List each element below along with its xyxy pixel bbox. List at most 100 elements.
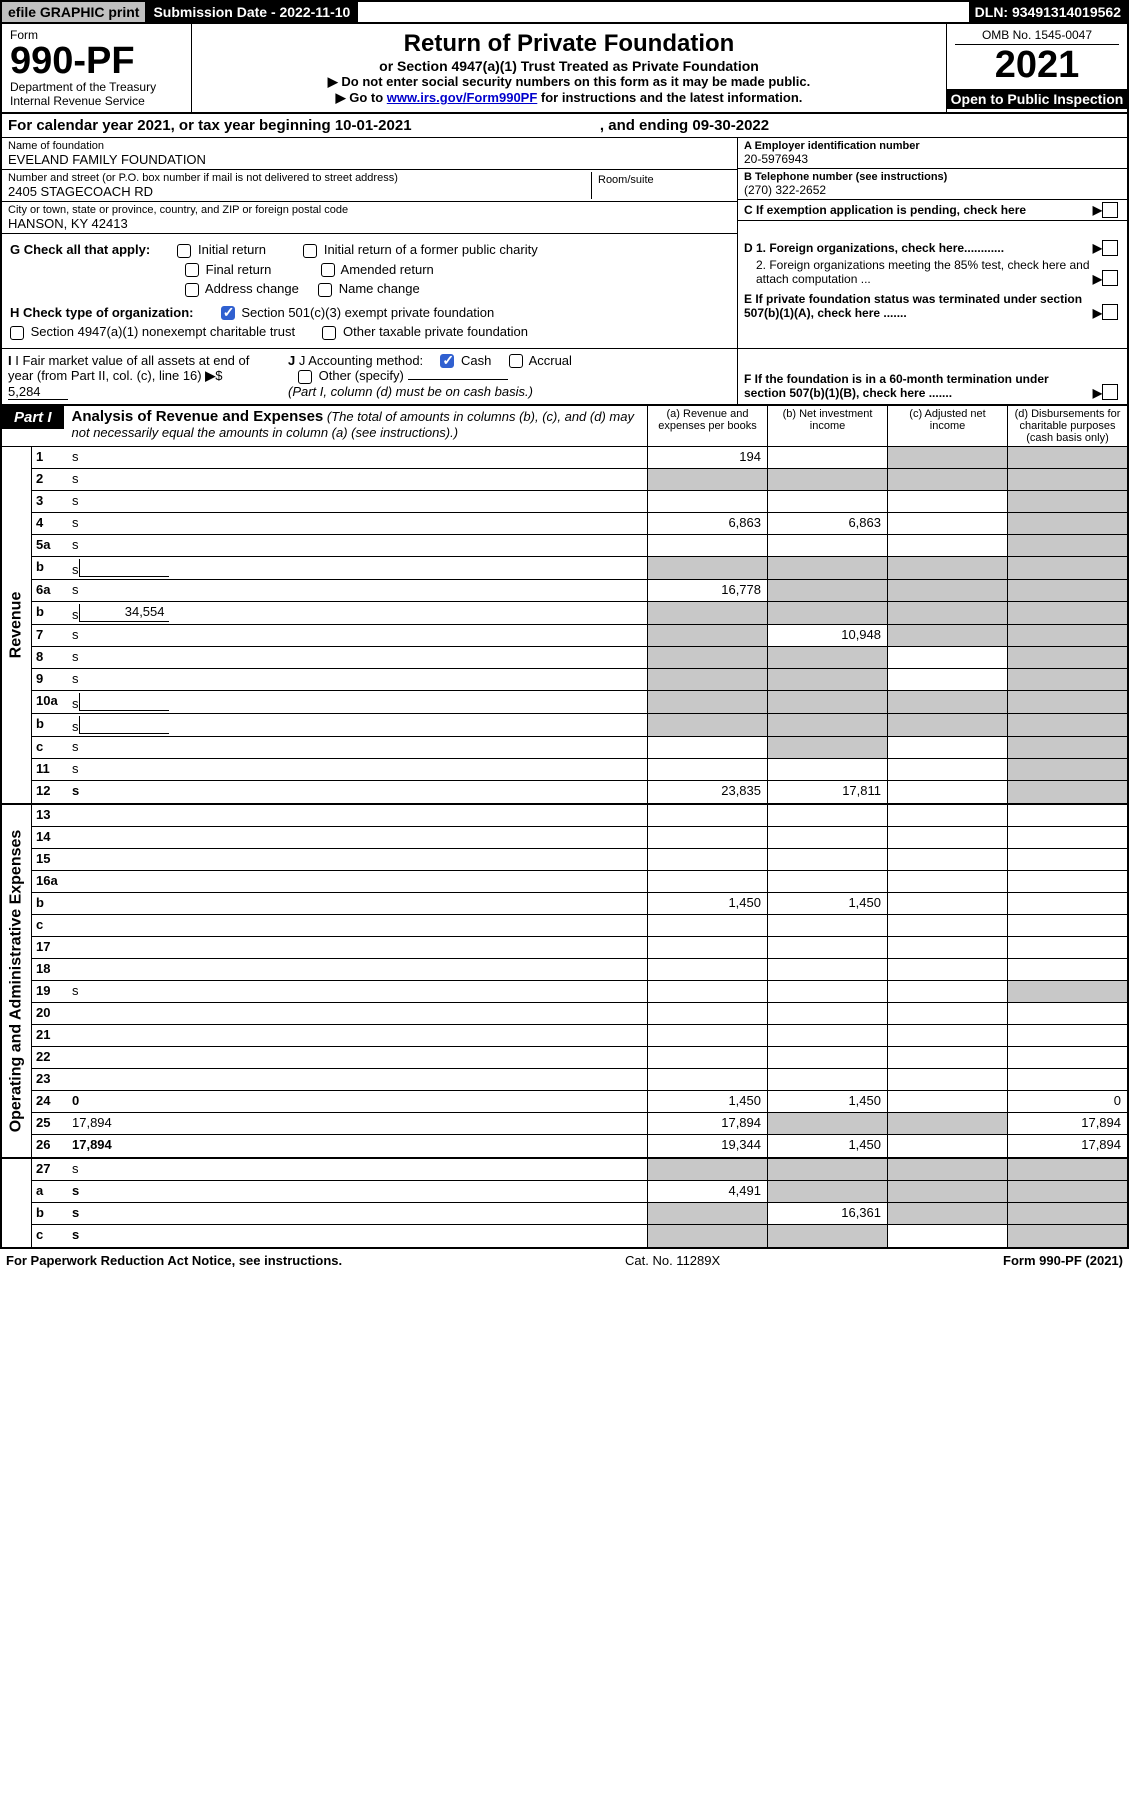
amount-cell [1007,1025,1127,1046]
amount-cell [1007,1181,1127,1202]
amount-cell: 17,894 [647,1113,767,1134]
other-method-checkbox[interactable] [298,370,312,384]
amount-cell: 0 [1007,1091,1127,1112]
table-row: 12s23,83517,811 [32,781,1127,803]
amount-cell [887,849,1007,870]
expenses-section: Operating and Administrative Expenses 13… [0,805,1129,1159]
amount-cell [647,981,767,1002]
amount-cell [767,714,887,736]
line-description: 17,894 [68,1135,647,1157]
tax-year: 2021 [955,45,1119,87]
line-description: s [68,535,647,556]
table-row: 11s [32,759,1127,781]
ein-value: 20-5976943 [744,152,1121,166]
amount-cell [767,535,887,556]
paperwork-notice: For Paperwork Reduction Act Notice, see … [6,1253,342,1268]
amount-cell [1007,1047,1127,1068]
irs-link[interactable]: www.irs.gov/Form990PF [387,90,538,105]
amount-cell [647,691,767,713]
initial-return-checkbox[interactable] [177,244,191,258]
j-note: (Part I, column (d) must be on cash basi… [288,384,731,399]
instr-ssn: ▶ Do not enter social security numbers o… [202,74,936,90]
col-c-head: (c) Adjusted net income [887,406,1007,446]
line-number: 26 [32,1135,68,1157]
ijk-row: I I Fair market value of all assets at e… [0,349,1129,406]
d1-label: D 1. Foreign organizations, check here..… [744,241,1093,255]
line-description [68,893,647,914]
amount-cell [767,1113,887,1134]
foreign-85-checkbox[interactable] [1102,270,1118,286]
amount-cell: 16,778 [647,580,767,601]
street-address: 2405 STAGECOACH RD [8,184,591,199]
amount-cell [1007,981,1127,1002]
amount-cell [887,1003,1007,1024]
instr-link: ▶ Go to www.irs.gov/Form990PF for instru… [202,90,936,106]
table-row: 4s6,8636,863 [32,513,1127,535]
exemption-checkbox[interactable] [1102,202,1118,218]
foreign-org-checkbox[interactable] [1102,240,1118,256]
amount-cell: 19,344 [647,1135,767,1157]
line-description: s [68,647,647,668]
amount-cell: 6,863 [647,513,767,534]
amount-cell [887,469,1007,490]
form-subtitle: or Section 4947(a)(1) Trust Treated as P… [202,58,936,74]
line-number: c [32,915,68,936]
amount-cell [887,1159,1007,1180]
d2-label: 2. Foreign organizations meeting the 85%… [744,258,1093,286]
other-taxable-checkbox[interactable] [322,326,336,340]
line-number: 9 [32,669,68,690]
line-number: 14 [32,827,68,848]
line-number: 21 [32,1025,68,1046]
phone-value: (270) 322-2652 [744,183,1121,197]
amount-cell [1007,625,1127,646]
amount-cell [647,1069,767,1090]
amount-cell [647,959,767,980]
table-row: 14 [32,827,1127,849]
amount-cell [647,1159,767,1180]
table-row: 7s10,948 [32,625,1127,647]
amount-cell [767,669,887,690]
address-cell: Number and street (or P.O. box number if… [2,170,737,202]
final-return-checkbox[interactable] [185,263,199,277]
4947-checkbox[interactable] [10,326,24,340]
efile-print-button[interactable]: efile GRAPHIC print [2,2,147,22]
501c3-checkbox[interactable] [221,306,235,320]
line-number: a [32,1181,68,1202]
amount-cell [1007,580,1127,601]
col-a-head: (a) Revenue and expenses per books [647,406,767,446]
line-description: s [68,737,647,758]
form-ref: Form 990-PF (2021) [1003,1253,1123,1268]
terminated-checkbox[interactable] [1102,304,1118,320]
amount-cell [647,1025,767,1046]
address-change-checkbox[interactable] [185,283,199,297]
amount-cell [767,469,887,490]
amount-cell [647,602,767,624]
table-row: 27s [32,1159,1127,1181]
amount-cell: 23,835 [647,781,767,803]
room-suite: Room/suite [591,172,731,199]
form-header: Form 990-PF Department of the Treasury I… [0,24,1129,114]
amount-cell [767,1069,887,1090]
amount-cell [887,580,1007,601]
table-row: cs [32,737,1127,759]
amount-cell [647,871,767,892]
amount-cell [887,714,1007,736]
amount-cell: 17,894 [1007,1135,1127,1157]
g-check-row: G Check all that apply: Initial return I… [10,242,729,258]
name-change-checkbox[interactable] [318,283,332,297]
foundation-name: EVELAND FAMILY FOUNDATION [8,152,731,167]
initial-former-checkbox[interactable] [303,244,317,258]
cash-checkbox[interactable] [440,354,454,368]
line-number: c [32,1225,68,1247]
amount-cell [647,557,767,579]
line-description: s [68,669,647,690]
amount-cell [767,959,887,980]
line-description: 0 [68,1091,647,1112]
amount-cell [887,781,1007,803]
amount-cell [647,1203,767,1224]
60-month-checkbox[interactable] [1102,384,1118,400]
amended-return-checkbox[interactable] [321,263,335,277]
amount-cell [1007,781,1127,803]
amount-cell [887,669,1007,690]
accrual-checkbox[interactable] [509,354,523,368]
